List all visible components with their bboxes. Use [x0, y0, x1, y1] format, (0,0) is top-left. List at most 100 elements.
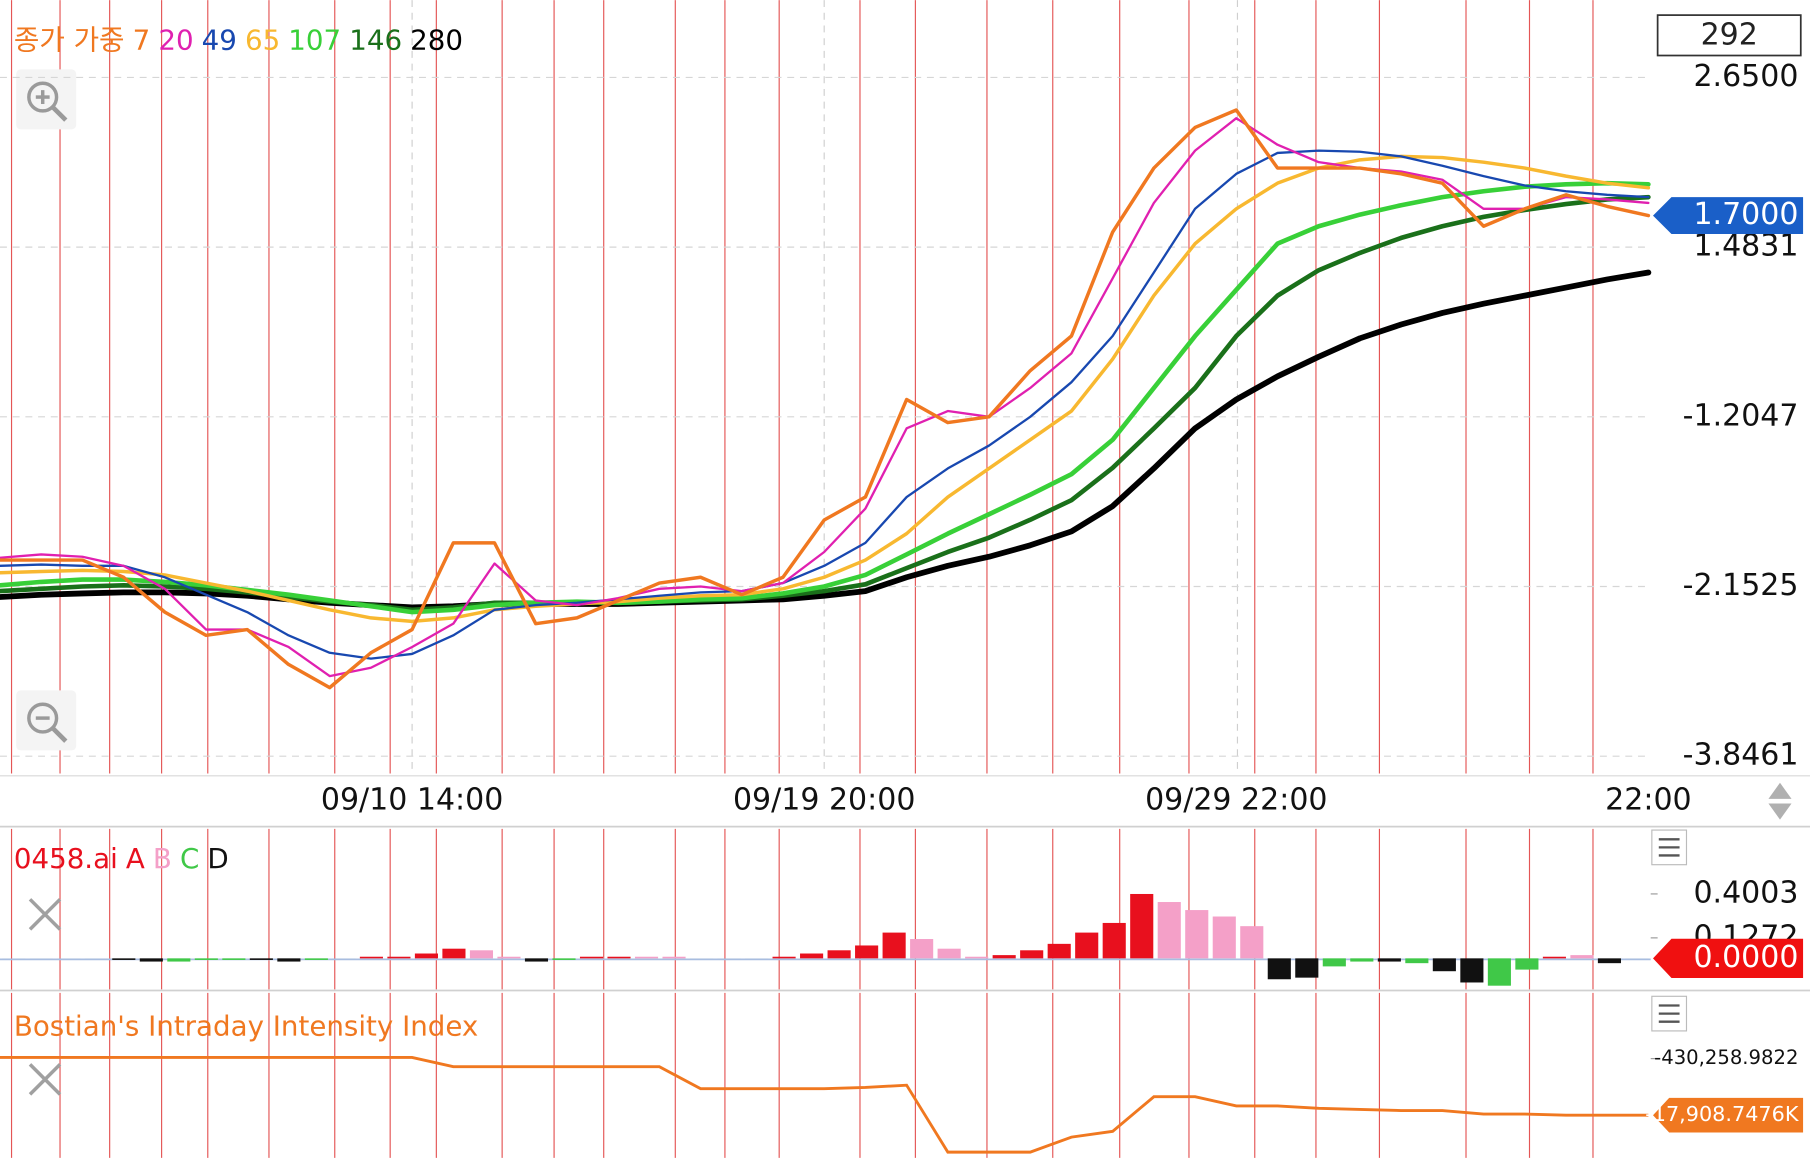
histogram-bar: [662, 956, 686, 959]
histogram-bar: [497, 956, 521, 959]
y-tick-label: -3.8461: [1683, 738, 1799, 773]
indicator-menu-button[interactable]: [1651, 995, 1688, 1032]
price-tag: [1653, 197, 1804, 235]
legend-text: C: [180, 842, 199, 875]
indicator-title: Bostian's Intraday Intensity Index: [14, 1009, 478, 1042]
legend-text: 107: [288, 24, 341, 57]
histogram-bar: [1240, 926, 1264, 959]
histogram-bar: [937, 948, 961, 959]
scroll-up[interactable]: [1768, 782, 1792, 799]
histogram-bar: [1295, 958, 1319, 978]
zoom-in-handle[interactable]: [51, 105, 68, 122]
histogram-bar: [222, 958, 246, 960]
histogram-bar: [442, 948, 466, 959]
ma-line: [0, 108, 1651, 690]
value-tag-text: 0.0000: [1693, 940, 1798, 975]
histogram-bar: [772, 956, 796, 959]
x-tick-label: 09/29 22:00: [1145, 783, 1327, 818]
histogram-bar: [1432, 958, 1456, 972]
histogram-bar: [304, 958, 328, 960]
y-tick-label: 2.6500: [1693, 59, 1798, 94]
zoom-in-button[interactable]: [16, 69, 77, 130]
close-icon[interactable]: [28, 1063, 62, 1096]
histogram-bar: [1322, 958, 1346, 967]
zoom-in-lens[interactable]: [27, 81, 59, 113]
y-tick-label: -2.1525: [1683, 568, 1799, 603]
histogram-bar: [1102, 922, 1126, 959]
histogram-bar: [1597, 958, 1621, 964]
zoom-out-lens[interactable]: [27, 702, 59, 734]
ma-line: [0, 149, 1650, 660]
price-tag-text: 1.7000: [1693, 197, 1798, 232]
scroll-down[interactable]: [1768, 803, 1792, 820]
legend-text: 280: [410, 24, 463, 57]
timer-box: [1656, 14, 1802, 57]
ma-line: [0, 180, 1651, 615]
histogram-bar: [992, 955, 1016, 959]
histogram-bar: [1460, 958, 1484, 983]
ma-line: [0, 194, 1651, 613]
histogram-bar: [112, 958, 136, 960]
indicator-line: [0, 1056, 1649, 1154]
histogram-bar: [1350, 958, 1374, 962]
histogram-bar: [414, 953, 438, 959]
zoom-in-bg[interactable]: [16, 69, 77, 130]
histogram-bar: [1047, 943, 1071, 959]
histogram-bar: [139, 958, 163, 962]
close-indicator-button[interactable]: [28, 898, 62, 931]
histogram-bar: [1405, 958, 1429, 964]
histogram-bar: [1020, 950, 1044, 959]
x-tick-label: 09/19 20:00: [733, 783, 915, 818]
histogram-bar: [167, 958, 191, 962]
histogram-bar: [827, 950, 851, 959]
histogram-bar: [359, 956, 383, 959]
histogram-bar: [1157, 902, 1181, 959]
histogram-bar: [524, 958, 549, 962]
legend-text: 종가 가중: [14, 24, 125, 57]
legend-text: 146: [349, 24, 402, 57]
close-indicator-button[interactable]: [28, 1063, 62, 1096]
histogram-bar: [800, 953, 824, 959]
session-markers: [10, 0, 1594, 1158]
histogram-bar: [277, 958, 301, 962]
histogram-bar: [1542, 956, 1566, 959]
x-tick-label: 22:00: [1605, 783, 1691, 818]
histogram-bar: [194, 958, 218, 960]
histogram-bar: [1515, 958, 1539, 970]
axis-scroll-button[interactable]: [1768, 782, 1792, 820]
value-tag-text: -17,908.7476K: [1645, 1102, 1800, 1126]
histogram-bar: [387, 956, 411, 959]
zoom-out-handle[interactable]: [51, 726, 68, 743]
histogram-bar: [579, 956, 604, 959]
histogram-bar: [1267, 958, 1291, 980]
legend-text: 7: [133, 24, 151, 57]
legend-text: 20: [158, 24, 193, 57]
histogram-bar: [607, 956, 631, 959]
legend-text: 65: [245, 24, 280, 57]
x-tick-label: 09/10 14:00: [321, 783, 503, 818]
histogram-bar: [1212, 916, 1236, 959]
indicator-menu-button[interactable]: [1651, 829, 1688, 866]
zoom-out-bg[interactable]: [16, 690, 77, 751]
histogram-bar: [1377, 958, 1401, 962]
value-tag: [1653, 938, 1804, 978]
ma-line: [0, 154, 1651, 624]
histogram-bar: [910, 939, 934, 959]
histogram-bar: [882, 932, 906, 959]
histogram-bar: [249, 958, 273, 960]
y-tick-label: -1.2047: [1683, 398, 1799, 433]
histogram-bar: [552, 958, 576, 960]
legend-text: 0458.ai: [14, 842, 118, 875]
histogram-bar: [855, 945, 879, 959]
timer-text: 292: [1701, 17, 1758, 52]
zoom-out-button[interactable]: [16, 690, 77, 751]
legend-text: 49: [202, 24, 237, 57]
histogram-bar: [1185, 910, 1209, 959]
legend-text: A: [126, 842, 145, 875]
legend-text: D: [207, 842, 228, 875]
close-icon[interactable]: [28, 898, 62, 931]
y-tick-label: 1.4831: [1693, 229, 1798, 264]
value-tag: [1653, 1097, 1804, 1133]
histogram-bar: [1570, 955, 1594, 959]
